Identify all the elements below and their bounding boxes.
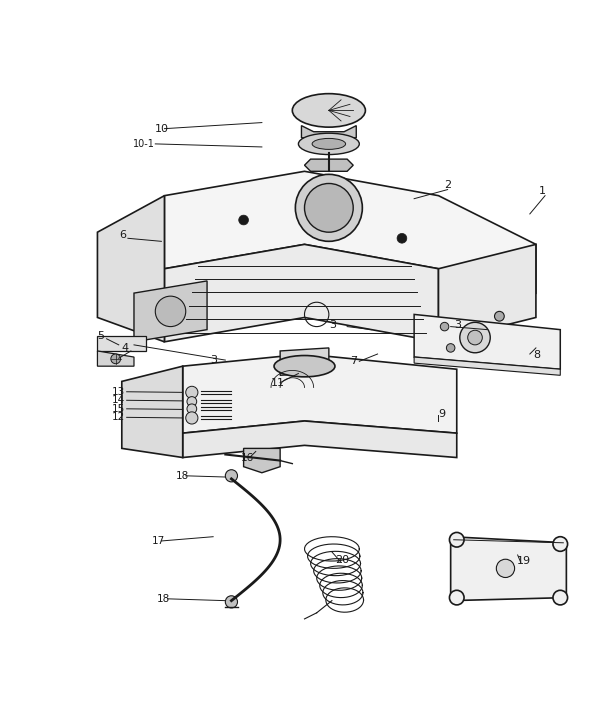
Text: 18: 18	[157, 594, 171, 604]
Ellipse shape	[274, 355, 335, 377]
Text: 6: 6	[119, 230, 125, 240]
Circle shape	[449, 532, 464, 547]
Text: 10-1: 10-1	[133, 139, 155, 149]
Polygon shape	[134, 281, 207, 342]
Circle shape	[468, 330, 482, 345]
Circle shape	[496, 559, 515, 578]
Text: 3: 3	[329, 320, 336, 330]
Polygon shape	[183, 421, 457, 457]
Circle shape	[186, 412, 198, 424]
Text: 12: 12	[111, 412, 125, 423]
Text: 4: 4	[122, 343, 129, 353]
Circle shape	[449, 590, 464, 605]
Polygon shape	[414, 357, 560, 375]
Text: 16: 16	[241, 452, 254, 462]
Circle shape	[155, 296, 186, 326]
Circle shape	[111, 354, 121, 364]
Text: 9: 9	[438, 409, 446, 418]
Circle shape	[460, 322, 490, 353]
Circle shape	[304, 183, 353, 232]
Circle shape	[446, 343, 455, 352]
Text: 13: 13	[111, 387, 125, 396]
Circle shape	[397, 234, 407, 243]
Text: 18: 18	[175, 471, 189, 481]
Circle shape	[186, 387, 198, 399]
Text: 11: 11	[271, 377, 285, 387]
Polygon shape	[122, 366, 183, 457]
Text: 7: 7	[350, 356, 357, 366]
Polygon shape	[164, 171, 536, 293]
Text: 17: 17	[152, 536, 166, 546]
Polygon shape	[97, 336, 146, 351]
Polygon shape	[438, 326, 487, 333]
Text: 8: 8	[533, 350, 540, 360]
Circle shape	[187, 396, 197, 406]
Polygon shape	[97, 195, 164, 342]
Polygon shape	[97, 351, 134, 366]
Polygon shape	[244, 448, 280, 473]
Polygon shape	[438, 244, 536, 342]
Polygon shape	[183, 354, 457, 433]
Text: 3: 3	[454, 320, 460, 330]
Text: 10: 10	[155, 124, 169, 134]
Circle shape	[440, 322, 449, 331]
Text: 2: 2	[445, 180, 452, 190]
Circle shape	[239, 215, 248, 225]
Polygon shape	[164, 244, 438, 342]
Circle shape	[553, 590, 568, 605]
Polygon shape	[414, 314, 560, 370]
Text: 3: 3	[210, 355, 217, 365]
Circle shape	[225, 469, 238, 482]
Polygon shape	[301, 125, 356, 138]
Text: 14: 14	[111, 395, 125, 405]
Text: 1: 1	[539, 185, 546, 196]
Polygon shape	[451, 537, 566, 600]
Circle shape	[295, 174, 362, 241]
Text: 15: 15	[111, 404, 125, 413]
Text: 5: 5	[97, 331, 104, 341]
Ellipse shape	[292, 93, 365, 127]
Ellipse shape	[298, 133, 359, 154]
Polygon shape	[280, 348, 329, 375]
Circle shape	[225, 595, 238, 608]
Text: 20: 20	[335, 555, 349, 565]
Circle shape	[495, 312, 504, 321]
Text: 19: 19	[516, 556, 530, 566]
Circle shape	[187, 404, 197, 413]
Polygon shape	[304, 159, 353, 171]
Circle shape	[553, 537, 568, 552]
Ellipse shape	[312, 139, 346, 149]
